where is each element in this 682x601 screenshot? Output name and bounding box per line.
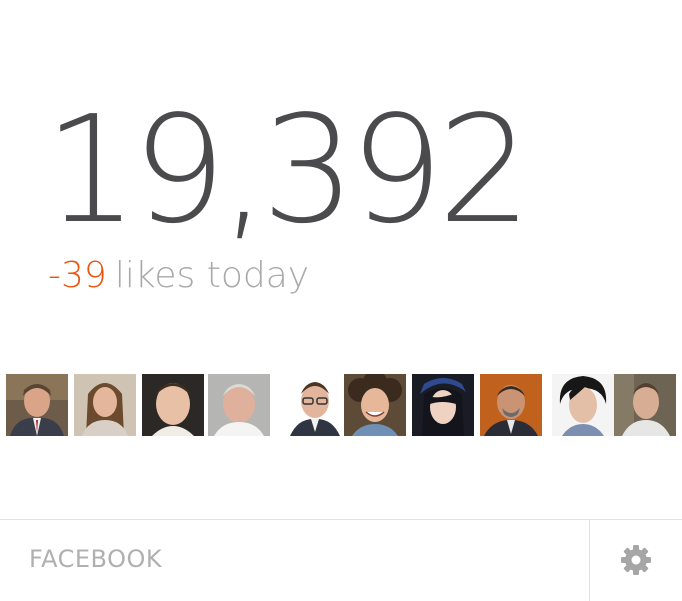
avatar[interactable]: [142, 374, 204, 436]
widget-footer: FACEBOOK: [0, 519, 682, 601]
footer-divider: [589, 520, 590, 601]
avatar[interactable]: [6, 374, 68, 436]
avatar[interactable]: [480, 374, 542, 436]
avatar[interactable]: [74, 374, 136, 436]
avatar[interactable]: [412, 374, 474, 436]
settings-button[interactable]: [590, 520, 682, 601]
avatar[interactable]: [208, 374, 270, 436]
likes-change-line: -39 likes today: [48, 256, 309, 296]
likes-change-value: -39: [48, 255, 107, 296]
recent-likers-avatars: [6, 374, 678, 436]
avatar[interactable]: [614, 374, 676, 436]
total-likes-count: 19,392: [44, 84, 532, 256]
likes-change-label: likes today: [114, 255, 310, 296]
gear-icon: [621, 545, 651, 575]
avatar[interactable]: [344, 374, 406, 436]
avatar[interactable]: [552, 374, 614, 436]
source-label: FACEBOOK: [29, 545, 163, 573]
avatar[interactable]: [284, 374, 346, 436]
